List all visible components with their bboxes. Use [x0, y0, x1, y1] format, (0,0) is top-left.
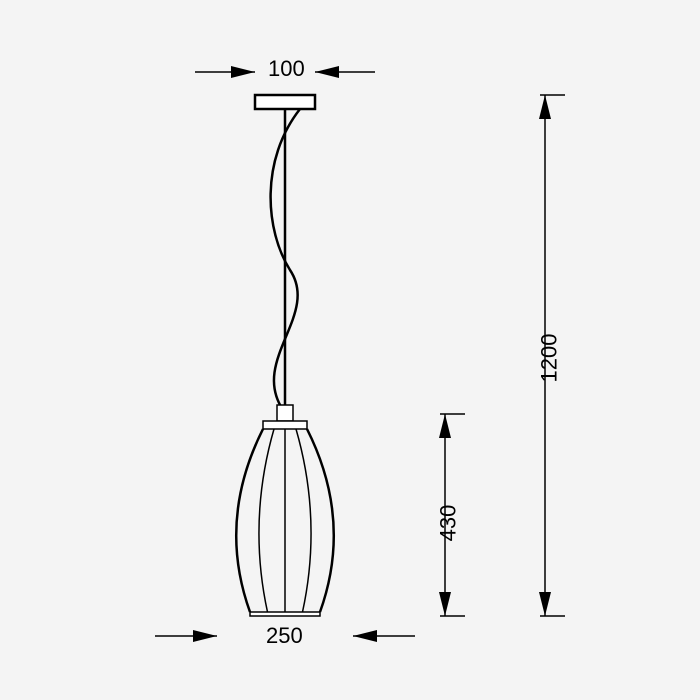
diagram-canvas: 100 250 430 1200 — [0, 0, 700, 700]
dim-shade-height-label: 430 — [435, 505, 461, 542]
diagram-svg — [0, 0, 700, 700]
dim-top-width-label: 100 — [268, 56, 305, 82]
dim-total-height-label: 1200 — [536, 334, 562, 383]
dim-bottom-width-label: 250 — [266, 623, 303, 649]
